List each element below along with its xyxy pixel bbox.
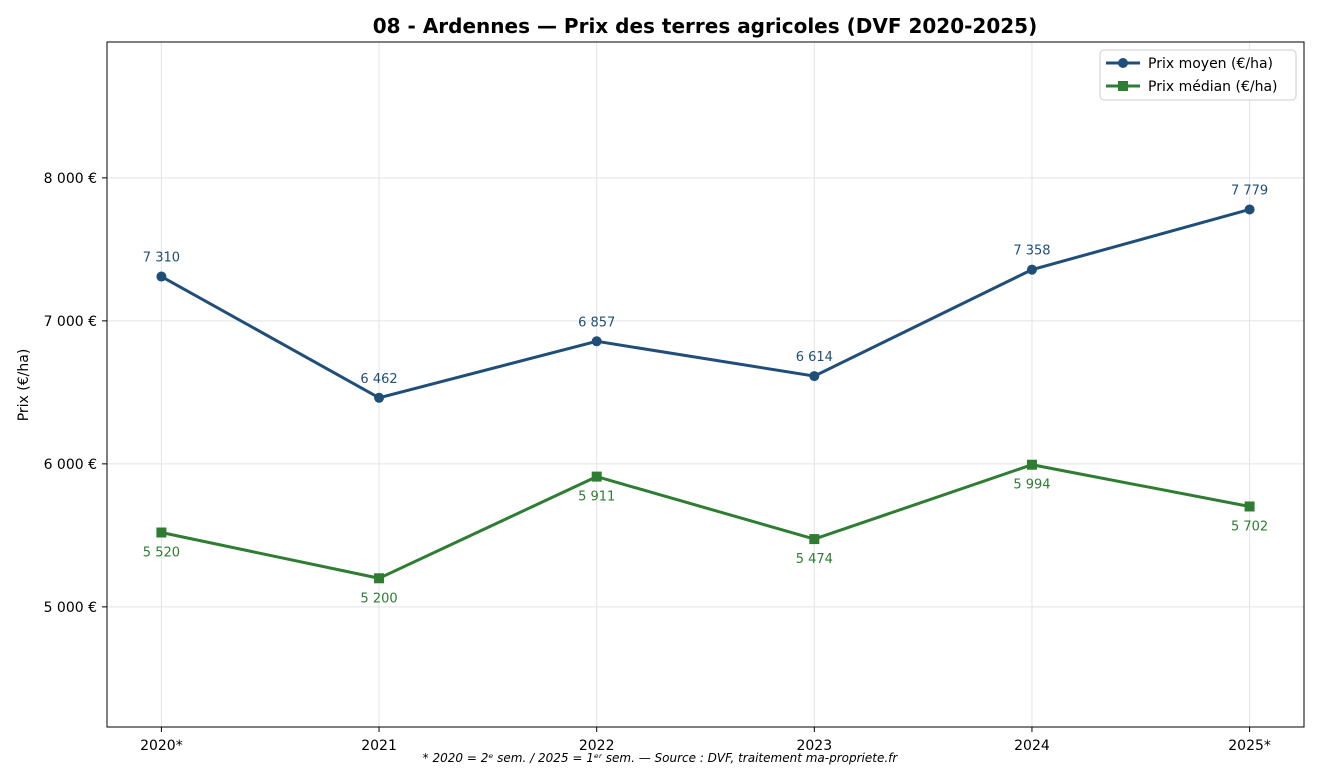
legend-label: Prix moyen (€/ha) [1148, 56, 1273, 72]
legend: Prix moyen (€/ha) Prix médian (€/ha) [1099, 49, 1297, 101]
y-tick-label: 5 000 € [44, 600, 97, 616]
data-point-median [156, 527, 167, 538]
data-point-median [591, 471, 602, 482]
data-point-median [1026, 459, 1037, 470]
data-point-mean [156, 271, 167, 282]
x-tick-label: 2023 [796, 738, 832, 754]
x-tick-label: 2021 [361, 738, 397, 754]
data-point-mean [1026, 264, 1037, 275]
x-tick-label: 2025* [1228, 738, 1271, 754]
data-label: 5 520 [143, 546, 180, 561]
series-line-mean [160, 208, 1250, 400]
footnote: * 2020 = 2ᵉ sem. / 2025 = 1ᵉʳ sem. — Sou… [423, 751, 899, 765]
y-tick-label: 6 000 € [44, 457, 97, 473]
data-label: 6 614 [796, 350, 833, 365]
legend-marker-circle [1118, 58, 1128, 68]
data-label: 7 358 [1013, 244, 1050, 259]
plot-frame [106, 41, 1305, 728]
legend-label: Prix médian (€/ha) [1148, 79, 1278, 95]
x-tick-label: 2020* [140, 738, 183, 754]
series-line-median [161, 463, 1250, 580]
y-tick-label: 7 000 € [44, 314, 97, 330]
legend-marker-square [1118, 81, 1128, 91]
data-point-median [374, 573, 385, 584]
data-point-mean [809, 371, 820, 382]
x-tick-label: 2022 [579, 738, 615, 754]
data-label: 5 200 [360, 591, 397, 606]
data-label: 5 474 [796, 552, 833, 567]
x-tick-label: 2024 [1014, 738, 1050, 754]
data-label: 5 911 [578, 490, 615, 505]
data-point-median [809, 534, 820, 545]
data-point-median [1244, 501, 1255, 512]
data-point-mean [591, 336, 602, 347]
data-label: 6 462 [360, 372, 397, 387]
chart-title: 08 - Ardennes — Prix des terres agricole… [373, 14, 1037, 38]
legend-box [1099, 49, 1297, 101]
data-label: 6 857 [578, 315, 615, 330]
data-label: 7 779 [1231, 183, 1268, 198]
data-label: 5 702 [1231, 519, 1268, 534]
y-axis-label: Prix (€/ha) [16, 349, 32, 422]
data-point-mean [1244, 204, 1255, 215]
data-point-mean [374, 392, 385, 403]
data-label: 7 310 [143, 251, 180, 266]
y-tick-label: 8 000 € [44, 171, 97, 187]
data-label: 5 994 [1013, 478, 1050, 493]
